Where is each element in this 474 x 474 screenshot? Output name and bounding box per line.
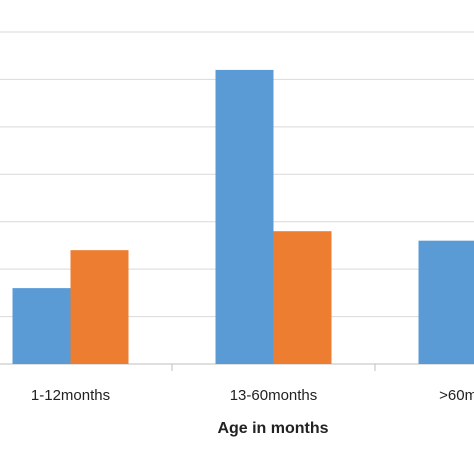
x-tick-label: 13-60months [230, 387, 318, 404]
bar [215, 69, 274, 365]
bar [273, 231, 332, 364]
x-tick-label: 1-12months [31, 387, 110, 404]
bar [12, 288, 71, 364]
bar [70, 250, 129, 364]
x-tick-label: >60months [439, 387, 474, 404]
x-axis-title: Age in months [217, 420, 328, 437]
bar [418, 240, 474, 364]
